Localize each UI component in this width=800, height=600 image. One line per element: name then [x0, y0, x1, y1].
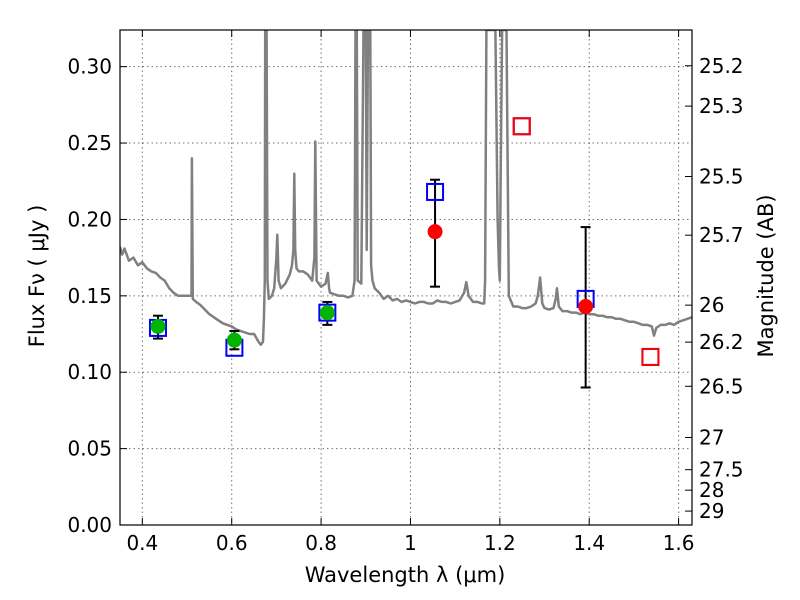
acs-point	[319, 305, 335, 321]
y-tick-label: 0.25	[67, 131, 112, 155]
spectrum-line	[120, 30, 692, 346]
wfc3-point	[578, 299, 594, 315]
right-tick-label: 26	[699, 293, 724, 317]
y-tick-label: 0.05	[67, 437, 112, 461]
model-square	[641, 347, 660, 366]
axes-layer	[119, 29, 693, 526]
x-tick-label: 1.4	[573, 531, 605, 555]
plot-frame	[119, 29, 693, 526]
tick-label-layer: 0.4 0.6 0.8 1 1.2 1.4 1.6 0.00 0.05 0.10 0.15 0.20 0…	[67, 54, 743, 555]
x-tick-label: 1.2	[484, 531, 516, 555]
upper-limit-square	[512, 117, 531, 136]
x-tick-label: 0.4	[126, 531, 158, 555]
right-tick-label: 27.5	[699, 458, 744, 482]
y-tick-label: 0.20	[67, 207, 112, 231]
x-tick-label: 0.6	[216, 531, 248, 555]
wfc3-point	[427, 224, 443, 240]
acs-point	[226, 332, 242, 348]
x-axis-label: Wavelength λ (μm)	[305, 563, 506, 587]
y-tick-label: 0.10	[67, 360, 112, 384]
right-tick-label: 25.7	[699, 223, 744, 247]
y-tick-label: 0.30	[67, 55, 112, 79]
model-square-layer	[148, 117, 660, 366]
upper-limit-square	[641, 347, 660, 366]
model-square	[318, 303, 337, 322]
y-axis-label: Flux Fν ( μJy )	[25, 205, 49, 348]
right-tick-label: 25.3	[699, 94, 744, 118]
acs-point	[150, 318, 166, 334]
right-tick-label: 25.2	[699, 54, 744, 78]
right-tick-label: 26.5	[699, 374, 744, 398]
grid-lines	[120, 30, 692, 526]
right-tick-label: 29	[699, 499, 724, 523]
right-tick-label: 27	[699, 425, 724, 449]
right-tick-label: 28	[699, 478, 724, 502]
right-axis-label: Magnitude (AB)	[754, 194, 778, 357]
y-tick-label: 0.00	[67, 513, 112, 537]
right-tick-label: 25.5	[699, 165, 744, 189]
model-square	[512, 117, 531, 136]
right-tick-label: 26.2	[699, 330, 744, 354]
y-tick-label: 0.15	[67, 284, 112, 308]
observed-point-layer	[150, 224, 594, 348]
spectrum-layer	[120, 30, 692, 346]
x-tick-label: 0.8	[305, 531, 337, 555]
x-tick-label: 1	[404, 531, 417, 555]
model-square	[426, 182, 445, 201]
x-tick-label: 1.6	[663, 531, 695, 555]
